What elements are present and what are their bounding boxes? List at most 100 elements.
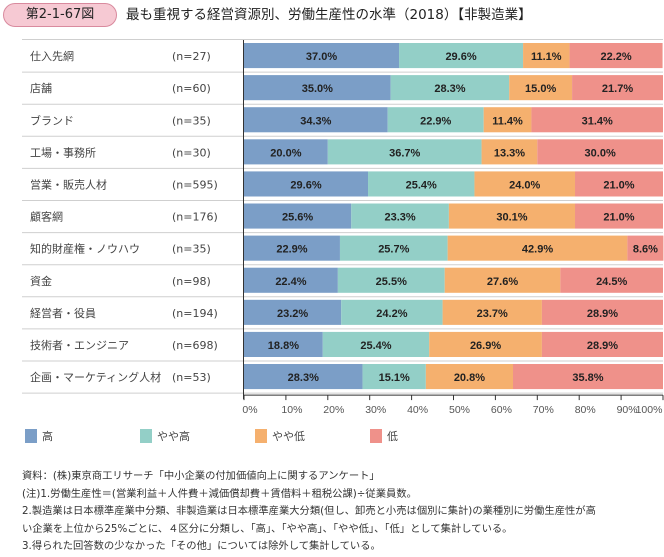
- bar-segment: [569, 43, 663, 69]
- x-tick-label: 100%: [636, 404, 663, 416]
- legend-item-somewhat-high: やや高: [140, 428, 190, 444]
- sample-size-label: (n=176): [172, 211, 218, 224]
- data-label: 22.2%: [600, 51, 631, 63]
- data-label: 24.5%: [596, 276, 627, 288]
- x-tick-label: 60%: [491, 404, 512, 416]
- category-label: 資金: [30, 274, 52, 288]
- data-label: 28.9%: [587, 340, 618, 352]
- legend-label-low: 低: [387, 430, 398, 443]
- data-label: 27.6%: [487, 276, 518, 288]
- data-label: 15.0%: [525, 83, 556, 95]
- bar-segment: [448, 203, 576, 229]
- bar-segment: [425, 364, 513, 390]
- note-2b: い企業を上位から25%ごとに、４区分に分類し、「高」、「やや高」、「やや低」、「…: [22, 522, 513, 535]
- bar-segment: [390, 75, 510, 101]
- category-label: ブランド: [30, 113, 74, 127]
- category-label: 工場・事務所: [30, 145, 96, 159]
- data-label: 37.0%: [306, 51, 337, 63]
- bar-segment: [322, 331, 430, 357]
- sample-size-label: (n=35): [172, 114, 211, 127]
- bar-segment: [244, 364, 363, 390]
- bar-segment: [362, 364, 426, 390]
- sample-size-label: (n=595): [172, 178, 218, 191]
- bar-segment: [244, 43, 400, 69]
- sample-size-label: (n=60): [172, 82, 211, 95]
- bar-segment: [341, 299, 443, 325]
- sample-size-label: (n=27): [172, 50, 211, 63]
- bar-segment: [244, 75, 391, 101]
- data-label: 35.0%: [302, 83, 333, 95]
- bar-segment: [337, 267, 445, 293]
- legend-label-somewhat-low: やや低: [272, 430, 305, 443]
- stacked-bar-chart: 仕入先網 (n=27) 37.0% 29.6% 11.1% 22.2% 店舗 (n=60) 35…: [22, 39, 664, 416]
- data-label: 28.3%: [288, 372, 319, 384]
- note-1: (注)1.労働生産性＝(営業利益＋人件費＋減価償却費＋賃借料＋租税公課)÷従業員…: [22, 487, 417, 500]
- data-label: 24.2%: [376, 308, 407, 320]
- category-label: 仕入先網: [30, 49, 74, 63]
- bar-segment: [244, 139, 328, 165]
- data-label: 35.8%: [572, 372, 603, 384]
- data-label: 22.9%: [276, 244, 307, 256]
- data-label: 25.5%: [376, 276, 407, 288]
- category-label: 知的財産権・ノウハウ: [30, 242, 140, 256]
- data-label: 23.2%: [277, 308, 308, 320]
- data-label: 20.8%: [454, 372, 485, 384]
- bar-segment: [442, 299, 542, 325]
- data-label: 8.6%: [633, 244, 658, 256]
- bar-segment: [575, 171, 663, 197]
- x-tick-label: 50%: [449, 404, 470, 416]
- legend-item-somewhat-low: やや低: [255, 428, 305, 444]
- bar-segment: [474, 171, 576, 197]
- note-source: 資料：(株)東京商工リサーチ「中小企業の付加価値向上に関するアンケート」: [22, 470, 380, 482]
- data-label: 11.1%: [531, 51, 562, 63]
- bar-segment: [509, 75, 573, 101]
- data-label: 13.3%: [494, 147, 525, 159]
- bar-segment: [244, 267, 338, 293]
- bar-segment: [368, 171, 475, 197]
- legend-label-somewhat-high: やや高: [157, 430, 190, 443]
- legend-item-high: 高: [25, 428, 53, 444]
- bar-segment: [560, 267, 663, 293]
- bar-segment: [339, 235, 448, 261]
- legend-item-low: 低: [370, 428, 398, 444]
- bar-segment: [481, 139, 538, 165]
- bar-segment: [572, 75, 663, 101]
- legend-swatch-somewhat-low: [255, 429, 267, 443]
- bar-segment: [244, 107, 388, 133]
- category-label: 企画・マーケティング人材: [30, 370, 161, 384]
- figure-number-badge: 第2-1-67図: [3, 3, 117, 27]
- x-tick-label: 20%: [323, 404, 344, 416]
- data-label: 30.0%: [585, 147, 616, 159]
- x-tick-label: 70%: [533, 404, 554, 416]
- legend-label-high: 高: [42, 430, 53, 443]
- legend-swatch-high: [25, 429, 37, 443]
- sample-size-label: (n=98): [172, 275, 211, 288]
- bar-segment: [483, 107, 532, 133]
- data-label: 21.7%: [602, 83, 633, 95]
- sample-size-label: (n=53): [172, 371, 211, 384]
- bar-segment: [444, 267, 561, 293]
- data-label: 23.3%: [384, 212, 415, 224]
- bar-segment: [541, 331, 663, 357]
- data-label: 23.7%: [477, 308, 508, 320]
- bar-segment: [244, 299, 342, 325]
- data-label: 15.1%: [379, 372, 410, 384]
- bar-segment: [244, 203, 352, 229]
- bar-segment: [447, 235, 628, 261]
- data-label: 25.7%: [378, 244, 409, 256]
- data-label: 29.6%: [445, 51, 476, 63]
- bar-segment: [575, 203, 663, 229]
- note-2a: 2.製造業は日本標準産業中分類、非製造業は日本標準産業大分類(但し、卸売と小売は…: [22, 505, 596, 517]
- data-label: 29.6%: [290, 179, 321, 191]
- bar-segment: [351, 203, 449, 229]
- data-label: 25.4%: [360, 340, 391, 352]
- bar-segment: [244, 235, 340, 261]
- category-label: 店舗: [30, 81, 52, 95]
- data-label: 18.8%: [268, 340, 299, 352]
- figure-title: 最も重視する経営資源別、労働生産性の水準（2018）【非製造業】: [126, 7, 532, 23]
- bar-segment: [244, 171, 369, 197]
- legend: 高 やや高 やや低 低: [0, 428, 664, 448]
- bar-segment: [244, 331, 323, 357]
- x-tick-label: 0%: [242, 404, 257, 416]
- data-label: 25.4%: [406, 179, 437, 191]
